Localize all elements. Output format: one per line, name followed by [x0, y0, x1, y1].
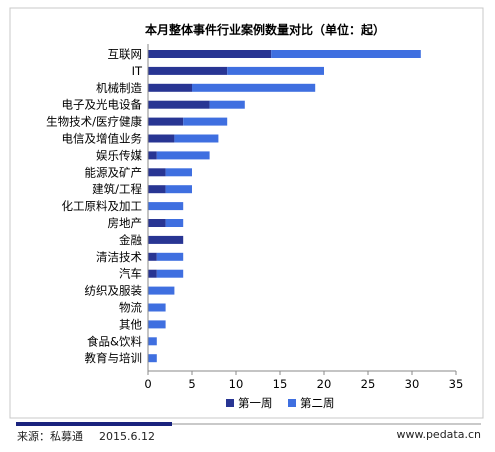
chart-border — [9, 7, 484, 419]
category-label: 电信及增值业务 — [62, 132, 143, 146]
bar-segment-series-2 — [165, 185, 192, 194]
bar-segment-series-2 — [148, 337, 157, 346]
footer-rule — [172, 423, 481, 425]
category-label: 清洁技术 — [96, 250, 142, 264]
x-tick-label: 25 — [361, 377, 376, 391]
category-label: 机械制造 — [96, 81, 142, 95]
x-tick-label: 0 — [144, 377, 151, 391]
chart-title: 本月整体事件行业案例数量对比（单位：起） — [145, 22, 385, 37]
legend-swatch-series-2 — [288, 399, 296, 407]
category-label: 化工原料及加工 — [62, 199, 143, 213]
category-labels: 互联网 IT 机械制造电子及光电设备生物技术/医疗健康电信及增值业务娱乐传媒能源及矿… — [46, 47, 143, 365]
footer-accent-bar — [16, 422, 172, 426]
bar-segment-series-1 — [148, 117, 184, 126]
bar-segment-series-2 — [165, 168, 192, 177]
category-label: IT — [132, 64, 143, 78]
footer-source-line: 来源：私募通 2015.6.12 — [17, 428, 155, 444]
category-label: 互联网 — [108, 47, 143, 61]
bars-group — [148, 50, 421, 363]
x-tick-label: 35 — [449, 377, 464, 391]
category-label: 物流 — [119, 301, 142, 315]
x-tick-label: 10 — [229, 377, 244, 391]
bar-segment-series-2 — [209, 100, 245, 109]
category-label: 生物技术/医疗健康 — [46, 115, 142, 129]
bar-segment-series-2 — [174, 134, 219, 143]
bar-segment-series-1 — [148, 50, 272, 58]
bar-segment-series-2 — [148, 202, 184, 211]
bar-segment-series-2 — [148, 320, 166, 329]
bar-segment-series-1 — [148, 66, 228, 75]
bar-segment-series-2 — [148, 303, 166, 312]
category-label: 其他 — [119, 317, 142, 331]
bar-segment-series-1 — [148, 83, 192, 92]
category-label: 食品&饮料 — [87, 334, 142, 348]
legend-swatch-series-1 — [226, 399, 234, 407]
category-label: 能源及矿产 — [85, 165, 143, 179]
bar-segment-series-1 — [148, 219, 166, 227]
category-label: 汽车 — [119, 267, 142, 281]
category-label: 电子及光电设备 — [62, 98, 143, 112]
bar-segment-series-1 — [148, 269, 157, 278]
legend-label-series-1: 第一周 — [238, 396, 273, 410]
bar-segment-series-2 — [227, 66, 324, 75]
bar-segment-series-1 — [148, 168, 166, 177]
footer-source: 来源：私募通 — [17, 430, 83, 443]
x-tick-label: 15 — [273, 377, 288, 391]
bar-segment-series-2 — [192, 83, 316, 92]
x-axis: 0 5 10 15 20 25 30 35 — [144, 44, 463, 391]
bar-segment-series-2 — [165, 219, 184, 227]
bar-segment-series-2 — [148, 354, 157, 363]
category-label: 娱乐传媒 — [96, 148, 142, 162]
bar-segment-series-2 — [183, 117, 228, 126]
bar-segment-series-1 — [148, 252, 157, 261]
x-tick-label: 20 — [317, 377, 332, 391]
legend-label-series-2: 第二周 — [300, 396, 335, 410]
bar-segment-series-2 — [271, 50, 421, 58]
bar-segment-series-1 — [148, 185, 166, 194]
bar-chart: 本月整体事件行业案例数量对比（单位：起） 互联网 IT 机械制造电子及光电设备生物技… — [9, 7, 484, 419]
bar-segment-series-1 — [148, 134, 175, 143]
category-label: 纺织及服装 — [85, 284, 143, 298]
footer-website: www.pedata.cn — [396, 428, 481, 441]
category-label: 金融 — [119, 233, 142, 247]
bar-segment-series-2 — [156, 252, 184, 261]
legend: 第一周 第二周 — [226, 396, 335, 410]
bar-segment-series-2 — [148, 286, 175, 295]
category-label: 教育与培训 — [85, 351, 143, 365]
bar-segment-series-1 — [148, 100, 210, 109]
x-tick-label: 30 — [405, 377, 420, 391]
category-label: 建筑/工程 — [92, 182, 142, 196]
bar-segment-series-1 — [148, 235, 184, 244]
footer-date: 2015.6.12 — [99, 430, 155, 443]
x-tick-label: 5 — [188, 377, 195, 391]
bar-segment-series-1 — [148, 151, 157, 160]
bar-segment-series-2 — [156, 269, 184, 278]
category-label: 房地产 — [108, 216, 143, 230]
bar-segment-series-2 — [156, 151, 210, 160]
